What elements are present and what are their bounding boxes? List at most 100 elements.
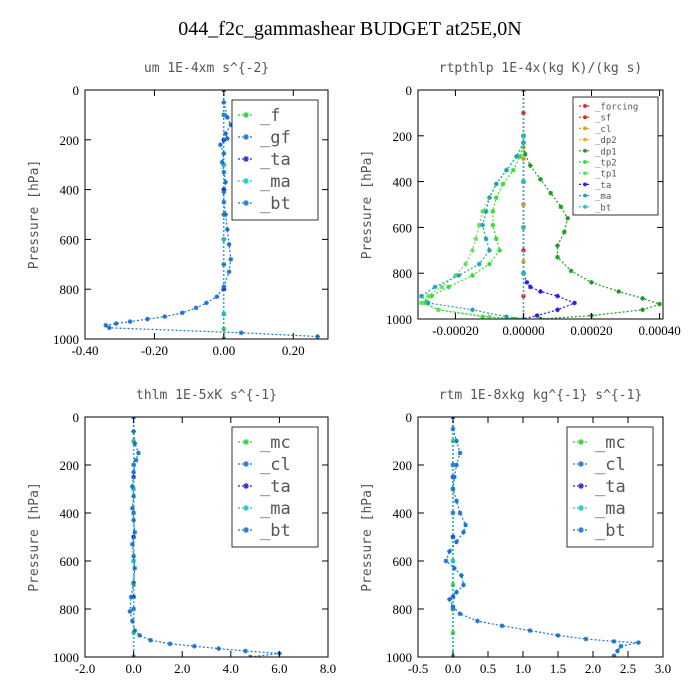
data-point <box>514 154 520 159</box>
data-point <box>616 289 622 294</box>
data-point <box>447 549 452 554</box>
data-point <box>221 311 227 317</box>
y-tick-label: 1000 <box>53 332 79 347</box>
data-point <box>191 643 197 649</box>
data-point <box>446 284 452 290</box>
data-point <box>103 322 109 328</box>
data-point <box>483 236 489 242</box>
data-point <box>221 187 227 192</box>
data-point <box>132 441 138 446</box>
legend-marker <box>243 134 249 140</box>
legend-label: _bt <box>260 521 291 541</box>
legend-marker <box>583 104 587 108</box>
data-point <box>538 289 543 294</box>
data-point <box>137 633 143 638</box>
y-tick-label: 800 <box>393 602 413 617</box>
data-point <box>425 300 431 306</box>
data-point <box>611 639 617 644</box>
data-point <box>493 236 499 242</box>
data-point <box>499 623 505 629</box>
data-point <box>221 189 227 195</box>
legend-marker <box>583 160 587 164</box>
plot-frame <box>417 416 664 658</box>
data-point <box>487 247 492 253</box>
data-point <box>461 529 466 535</box>
legend-label: _tp2 <box>595 159 617 169</box>
legend-marker <box>583 137 587 142</box>
plot-frame <box>84 416 329 658</box>
data-point <box>226 241 232 247</box>
legend-marker <box>578 505 584 511</box>
legend-label: _forcing <box>595 103 638 113</box>
y-tick-label: 400 <box>60 506 80 521</box>
data-point <box>450 558 456 564</box>
data-point <box>476 261 482 267</box>
legend-label: _mc <box>595 433 626 453</box>
data-point <box>589 279 594 285</box>
data-point <box>224 136 230 141</box>
y-tick-label: 200 <box>393 458 413 473</box>
legend-label: _dp2 <box>595 136 617 146</box>
legend: _forcing_sf_cl_dp2_dp1 _tp2_tp1_ta_ma_bt <box>572 96 659 216</box>
plot-panel-2: rtpthlp 1E-4x(kg K)/(kg s) Pressure [hPa]… <box>360 61 681 338</box>
data-point <box>457 450 463 456</box>
data-point <box>221 100 227 105</box>
plot-panel-1: um 1E-4xm s^{-2} Pressure [hPa] -0.40 -0.20… <box>27 61 329 358</box>
legend-marker <box>583 182 587 187</box>
data-point <box>555 243 560 249</box>
legend-label: _f <box>260 106 280 126</box>
data-point <box>454 589 459 595</box>
data-point <box>640 307 645 313</box>
data-point <box>457 611 463 617</box>
x-tick-label: 6.0 <box>271 661 287 676</box>
data-point <box>521 225 526 230</box>
y-tick-label: 200 <box>60 133 80 148</box>
x-tick-label: 4.0 <box>223 661 239 676</box>
legend-marker <box>583 171 587 176</box>
data-point <box>618 643 624 649</box>
data-point <box>223 179 228 185</box>
data-point <box>129 618 135 624</box>
data-point <box>500 181 506 187</box>
data-point <box>640 295 645 301</box>
data-point <box>470 273 475 278</box>
data-point <box>221 326 227 332</box>
data-point <box>162 314 168 319</box>
data-point <box>224 227 230 232</box>
legend-marker <box>243 483 249 489</box>
legend-label: _cl <box>595 125 611 135</box>
data-point <box>524 279 530 285</box>
legend-label: _mc <box>260 433 291 453</box>
data-point <box>568 268 574 274</box>
legend-marker <box>583 193 587 198</box>
legend-label: _gf <box>260 128 291 148</box>
legend-label: _ma <box>595 192 611 202</box>
data-point <box>219 159 225 165</box>
data-point <box>463 522 468 528</box>
data-point <box>521 110 526 116</box>
data-point <box>242 648 248 654</box>
y-tick-label: 1000 <box>53 650 79 665</box>
data-point <box>132 565 138 571</box>
data-point <box>521 179 526 184</box>
legend: _mc_cl_ta_ma_bt <box>566 426 654 548</box>
data-point <box>615 648 620 654</box>
data-point <box>204 300 209 306</box>
legend-marker <box>583 204 587 209</box>
data-point <box>315 334 320 339</box>
legend-label: _cl <box>260 455 291 475</box>
x-tick-label: -0.40 <box>71 343 98 358</box>
y-tick-label: 400 <box>393 506 413 521</box>
legend-marker <box>243 200 249 206</box>
plot-title: rtpthlp 1E-4x(kg K)/(kg s) <box>439 61 643 76</box>
data-point <box>510 167 516 173</box>
data-point <box>517 154 523 159</box>
y-tick-label: 400 <box>393 175 413 190</box>
data-point <box>456 273 462 278</box>
data-point <box>221 237 227 242</box>
data-point <box>106 325 112 331</box>
data-point <box>548 190 554 196</box>
data-point <box>422 300 428 306</box>
data-point <box>480 208 486 214</box>
